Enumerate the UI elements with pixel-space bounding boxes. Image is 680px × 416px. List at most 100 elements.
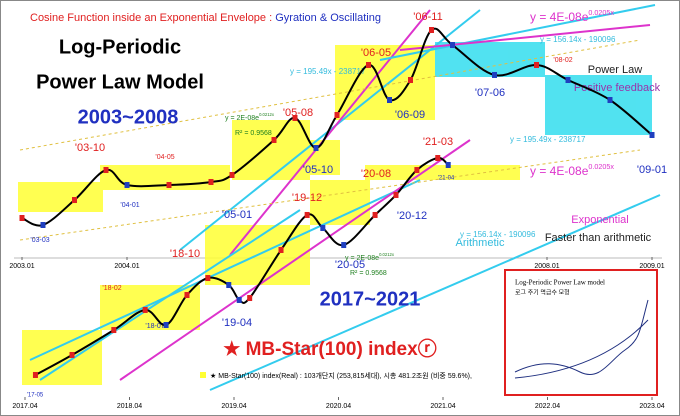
r-squared: R² = 0.9568: [235, 130, 272, 137]
date-annotation: '06-05: [361, 47, 391, 59]
equation-text: y = 4E-08e: [530, 10, 589, 24]
equation: y = 156.14x - 190096: [540, 35, 616, 44]
date-annotation: '06-11: [413, 11, 442, 23]
date-annotation: '17-05: [27, 393, 44, 399]
date-annotation: '21-03: [423, 136, 453, 148]
data-point: [429, 27, 434, 34]
data-point: [408, 77, 413, 84]
note: Positive feedback: [574, 82, 661, 94]
x-tick-label: 2021.04: [430, 403, 455, 410]
date-annotation: '08-02: [553, 57, 572, 64]
inset-subtitle: 로그 주기 멱급수 모형: [515, 289, 570, 297]
x-tick-label: 2003.01: [9, 263, 34, 270]
data-point: [229, 171, 235, 178]
data-point: [72, 197, 77, 204]
data-point: [236, 296, 242, 303]
data-point: [103, 167, 109, 174]
x-tick-label: 2008.01: [534, 263, 559, 270]
equation-text: y = 4E-08e: [530, 164, 589, 178]
data-point: [163, 321, 169, 328]
heading: Power Law Model: [36, 71, 204, 93]
date-annotation: '03-03: [30, 237, 49, 244]
data-point: [271, 136, 277, 143]
title: Cosine Function inside an Exponential En…: [30, 12, 381, 24]
equation-exponent: 0.0212x: [259, 112, 275, 117]
data-point: [435, 155, 441, 162]
data-point: [565, 77, 571, 84]
heading: 2017~2021: [320, 288, 421, 310]
data-point: [372, 211, 378, 218]
note: Faster than arithmetic: [545, 232, 652, 244]
data-point: [247, 295, 253, 302]
equation-exponent: 0.0212x: [379, 252, 395, 257]
x-tick-label: 2018.04: [117, 403, 142, 410]
equation: y = 195.49x - 238717: [510, 135, 586, 144]
x-tick-label: 2023.04: [639, 403, 664, 410]
data-point: [208, 178, 214, 185]
date-annotation: '18-07: [145, 323, 164, 330]
data-point: [534, 62, 539, 69]
date-annotation: '04-01: [120, 202, 139, 209]
data-point: [69, 351, 75, 358]
data-point: [492, 71, 497, 78]
heading: ★ MB-Star(100) indexⓡ: [223, 337, 436, 360]
date-annotation: '18-10: [170, 248, 200, 260]
data-point: [649, 132, 655, 139]
x-tick-label: 2022.04: [535, 403, 560, 410]
data-point: [40, 222, 46, 228]
data-point: [393, 191, 399, 198]
data-point: [142, 306, 148, 313]
date-annotation: '20-12: [397, 210, 427, 222]
heading: Log-Periodic: [59, 36, 181, 58]
date-annotation: '03-10: [75, 142, 105, 154]
data-point: [111, 327, 117, 334]
data-point: [292, 114, 298, 121]
data-point: [278, 246, 284, 253]
data-point: [313, 145, 319, 151]
date-annotation: '04-05: [155, 154, 174, 161]
data-point: [184, 292, 190, 299]
inset-box: [504, 269, 658, 396]
equation-text: y = 195.49x - 238717: [290, 67, 366, 76]
date-annotation: '06-09: [395, 109, 425, 121]
data-point: [19, 215, 25, 221]
equation-text: y = 2E-08e: [345, 255, 379, 262]
date-annotation: '20-08: [361, 168, 391, 180]
highlight-boxes: [18, 45, 520, 385]
equation-exponent: 0.0205x: [588, 8, 614, 17]
equation-exponent: 0.0205x: [588, 162, 614, 171]
cyan-boxes: [435, 42, 652, 135]
equation-text: y = 195.49x - 238717: [510, 135, 586, 144]
x-tick-label: 2020.04: [326, 403, 351, 410]
inset-curve: [514, 299, 649, 375]
date-annotation: '18-02: [102, 285, 121, 292]
date-annotation: '07-06: [475, 87, 505, 99]
equation-text: y = 2E-08e: [225, 115, 259, 122]
data-point: [341, 242, 347, 249]
x-tick-label: 2004.01: [114, 263, 139, 270]
equation-text: y = 156.14x - 190096: [460, 230, 536, 239]
data-point: [414, 167, 420, 174]
equation: y = 4E-08e0.0205x: [530, 162, 614, 178]
note: Power Law: [588, 64, 642, 76]
inset-title: Log-Periodic Power Law model: [515, 279, 605, 287]
date-annotation: '05-01: [222, 209, 252, 221]
r-squared: R² = 0.9568: [350, 270, 387, 277]
date-annotation: '05-10: [303, 164, 333, 176]
data-point: [366, 62, 371, 69]
equation: y = 156.14x - 190096: [460, 230, 536, 239]
series-line: [21, 27, 653, 227]
note: Exponential: [571, 214, 629, 226]
legend-text: ★ MB-Star(100) index(Real) : 103개단지 (253…: [210, 371, 472, 380]
x-tick-label: 2017.04: [12, 403, 37, 410]
equation-text: y = 156.14x - 190096: [540, 35, 616, 44]
heading: 2003~2008: [78, 106, 179, 128]
x-tick-label: 2009.01: [639, 263, 664, 270]
data-point: [450, 42, 455, 49]
date-annotation: '20-05: [335, 259, 365, 271]
inset-envelope: [514, 319, 649, 379]
data-point: [304, 211, 310, 218]
data-point: [124, 182, 130, 189]
equation: y = 2E-08e0.0212x: [225, 112, 275, 122]
